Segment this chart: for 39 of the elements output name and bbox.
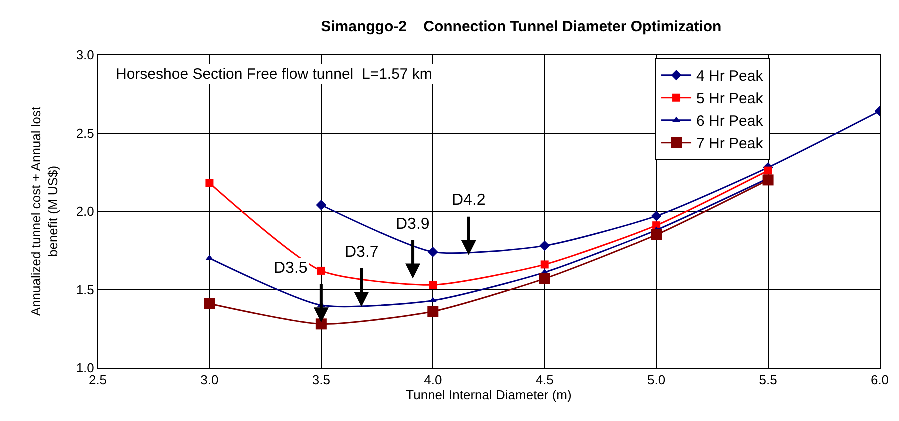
annotation: Horseshoe Section Free flow tunnel L=1.57 km [116,66,432,83]
x-tick-label: 4.0 [424,372,442,388]
x-tick-label: 6.0 [870,372,890,388]
point [316,200,327,210]
chart-title: Simanggo-2 Connection Tunnel Diameter Optimization [321,18,722,36]
annotation: D4.2 [452,192,486,209]
legend-label: 7 Hr Peak [696,136,764,153]
y-axis-title: Annualized tunnel cost + Annual lost benefit (M US$) [28,106,60,316]
annotation: D3.7 [345,244,379,261]
annotation: D3.5 [274,260,308,277]
point [206,179,214,188]
point [428,246,438,258]
legend-label: 5 Hr Peak [696,90,764,108]
point [651,211,662,222]
annotation: D3.9 [396,216,430,233]
y-tick-label: 2.0 [76,204,94,220]
point [762,174,774,186]
x-tick-label: 3.0 [200,372,219,388]
point [429,281,438,290]
point [317,266,326,275]
x-tick-label: 3.5 [312,372,330,388]
legend-label: 4 Hr Peak [696,68,764,86]
point [206,254,214,260]
point [316,318,327,330]
x-tick-label: 5.5 [759,372,778,388]
y-tick-label: 3.0 [76,48,94,63]
point [764,166,772,175]
y-tick-label: 2.5 [76,126,94,141]
point [540,260,549,269]
legend-label: 6 Hr Peak [696,113,764,130]
point [428,306,439,318]
point [539,273,550,284]
x-tick-label: 4.5 [536,372,554,388]
y-tick-label: 1.5 [76,282,94,298]
point [651,229,662,240]
x-tick-label: 5.0 [648,372,666,388]
point [204,298,216,310]
point [540,240,550,252]
x-axis-title: Tunnel Internal Diameter (m) [406,388,572,403]
